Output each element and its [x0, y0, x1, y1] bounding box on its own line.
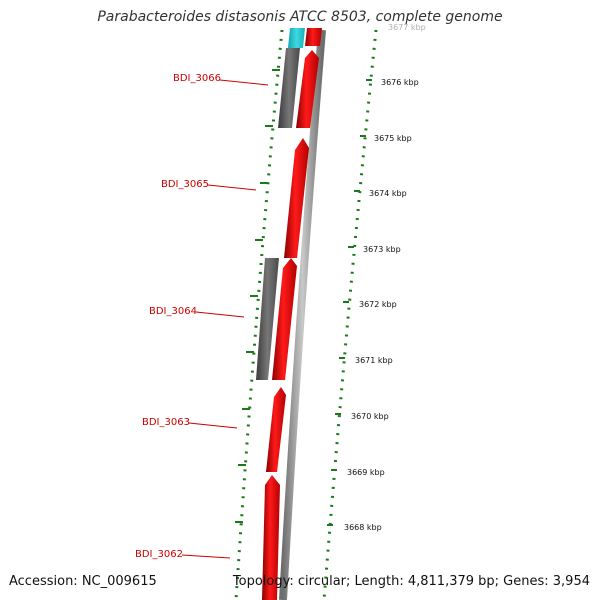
kbp-label: 3676 kbp: [381, 78, 419, 87]
gene-label[interactable]: BDI_3066: [173, 73, 221, 84]
map-title: Parabacteroides distasonis ATCC 8503, co…: [97, 9, 503, 25]
gene-leader-line: [219, 79, 269, 86]
cds-red-5: [266, 387, 286, 472]
topology-text: Topology: circular; Length: 4,811,379 bp…: [232, 574, 590, 589]
gene-leader-line: [207, 184, 257, 191]
cds-red-3: [284, 138, 309, 258]
kbp-label: 3669 kbp: [347, 468, 385, 477]
cds-gray-1: [278, 48, 300, 128]
cds-gray-2: [256, 258, 279, 380]
kbp-label: 3671 kbp: [355, 356, 393, 365]
kbp-label: 3670 kbp: [351, 412, 389, 421]
gene-leader-line: [181, 554, 231, 559]
kbp-ticks: [327, 79, 372, 526]
cds-red-6: [262, 475, 280, 600]
accession-text: Accession: NC_009615: [9, 574, 157, 589]
kbp-label: 3674 kbp: [369, 189, 407, 198]
gene-label[interactable]: BDI_3065: [161, 179, 209, 190]
kbp-label: 3672 kbp: [359, 300, 397, 309]
rna-feature: [288, 28, 305, 48]
kbp-label: 3673 kbp: [363, 245, 401, 254]
gene-label[interactable]: BDI_3064: [149, 306, 197, 317]
cds-red-2: [296, 50, 319, 128]
gene-leader-line: [188, 422, 238, 429]
inner-ticks: [235, 69, 280, 523]
gene-label-leaders: [181, 79, 269, 559]
gene-leader-line: [195, 311, 245, 318]
kbp-label: 3668 kbp: [344, 523, 382, 532]
kbp-label: 3677 kbp: [388, 23, 426, 32]
kbp-label: 3675 kbp: [374, 134, 412, 143]
cds-red-1: [305, 28, 322, 46]
cds-red-4: [272, 258, 297, 380]
genome-backbone: [279, 29, 326, 600]
gene-label[interactable]: BDI_3062: [135, 549, 183, 560]
outer-dotted-ring: [322, 29, 378, 600]
gene-label[interactable]: BDI_3063: [142, 417, 190, 428]
